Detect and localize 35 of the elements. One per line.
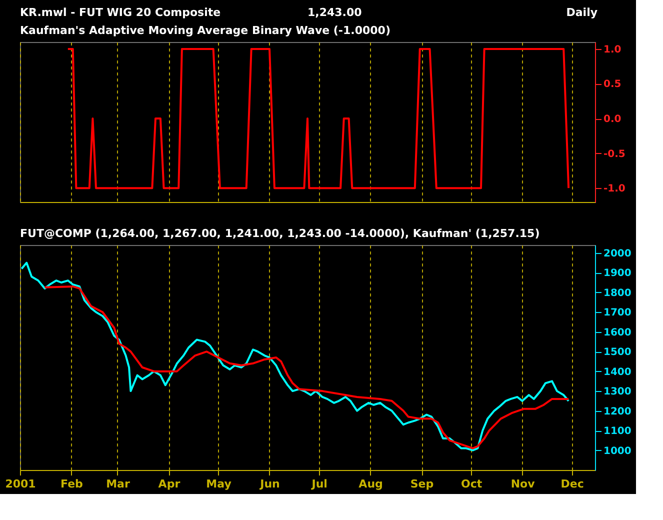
y-tick-label: 1900: [604, 268, 632, 280]
x-tick-label: Feb: [60, 478, 84, 490]
y-tick-label: 0.0: [604, 114, 622, 126]
y-tick-label: 1000: [604, 446, 632, 457]
x-tick-label: Mar: [106, 478, 130, 490]
line-series: [20, 262, 570, 452]
x-tick-label: Jun: [259, 478, 280, 490]
x-tick-label: Oct: [461, 478, 482, 490]
y-tick-label: 1500: [604, 347, 632, 358]
y-tick-label: 2000: [604, 248, 632, 260]
x-tick-label: Apr: [158, 478, 181, 490]
x-tick-label: Aug: [358, 478, 383, 490]
text: 1,243.00: [308, 6, 362, 19]
x-tick-label: Sep: [410, 478, 434, 490]
y-tick-label: 1300: [604, 386, 632, 398]
y-tick-label: 1400: [604, 366, 632, 378]
chart-title: FUT@COMP (1,264.00, 1,267.00, 1,241.00, 1,243.00 -14.0000), Kaufman' (1,257.15): [20, 227, 540, 240]
y-tick-label: 1800: [604, 288, 632, 299]
y-tick-label: 1600: [604, 327, 632, 338]
x-tick-label: Nov: [510, 478, 536, 490]
line-series: [44, 285, 570, 450]
chart-subtitle: Kaufman's Adaptive Moving Average Binary Wave (-1.0000): [20, 24, 390, 37]
text: Daily: [566, 6, 598, 19]
y-tick-label: 1.0: [604, 44, 622, 56]
y-tick-label: 1200: [604, 406, 632, 418]
y-tick-label: -1.0: [604, 184, 626, 195]
x-tick-label: 2001: [5, 478, 36, 490]
chart-title: KR.mwl - FUT WIG 20 Composite: [20, 6, 221, 19]
x-tick-label: Dec: [560, 478, 584, 490]
y-tick-label: 0.5: [604, 79, 622, 90]
y-tick-label: 1700: [604, 308, 632, 319]
y-tick-label: 1100: [604, 426, 632, 438]
y-tick-label: -0.5: [604, 148, 626, 160]
x-tick-label: Jul: [310, 478, 328, 490]
x-tick-label: May: [206, 478, 232, 490]
